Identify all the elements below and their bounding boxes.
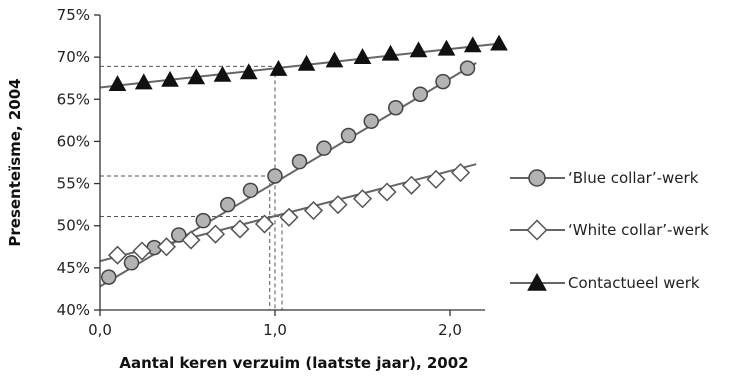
legend-label: Contactueel werk xyxy=(568,274,700,292)
series-2-point xyxy=(156,237,177,257)
series-2-point xyxy=(328,195,348,215)
series-3-point xyxy=(187,68,206,85)
ticks: 40% 45% 50% 55% 60% 65% 70% 75% 0,0 1,0 2,0 xyxy=(57,6,462,339)
series-3-point xyxy=(239,63,258,80)
series-2-point xyxy=(426,169,446,189)
axes xyxy=(99,15,485,311)
legend: ‘Blue collar’-werk ‘White collar’-werk Con… xyxy=(510,169,709,292)
series-1-point xyxy=(242,182,259,199)
series-3-point xyxy=(353,48,372,65)
series-1-point xyxy=(316,140,332,156)
series-1-point xyxy=(412,86,428,102)
series-1-point xyxy=(388,99,404,116)
series-1-point xyxy=(171,227,187,243)
series-1-point xyxy=(123,255,140,271)
series-3-point xyxy=(490,34,508,51)
data-markers xyxy=(101,34,508,285)
legend-label: ‘Blue collar’-werk xyxy=(568,169,699,187)
legend-marker xyxy=(526,219,548,241)
y-tick-label: 40% xyxy=(57,301,90,319)
reference-lines xyxy=(100,65,283,310)
series-2-point xyxy=(181,230,201,250)
series-2-point xyxy=(352,189,373,209)
series-3-point xyxy=(161,70,179,87)
series-1-point xyxy=(363,113,379,129)
series-3-point xyxy=(325,51,344,68)
series-1-point xyxy=(340,127,357,144)
x-tick-label: 0,0 xyxy=(88,321,112,339)
series-3-point xyxy=(213,65,232,82)
series-2-point xyxy=(107,245,128,265)
y-tick-label: 70% xyxy=(57,48,90,66)
y-tick-label: 50% xyxy=(57,217,90,235)
y-axis-title: Presenteïsme, 2004 xyxy=(6,78,24,246)
y-tick-label: 45% xyxy=(57,259,90,277)
series-2-point xyxy=(450,163,471,183)
y-tick-label: 55% xyxy=(57,175,90,193)
series-2-point xyxy=(254,214,275,234)
series-1-point xyxy=(220,196,236,213)
series-3-point xyxy=(381,44,400,61)
y-tick-label: 60% xyxy=(57,132,90,150)
series-2-point xyxy=(303,200,324,221)
series-3-point xyxy=(409,41,428,58)
y-tick-label: 65% xyxy=(57,90,90,108)
legend-marker xyxy=(528,169,546,187)
y-tick-label: 75% xyxy=(57,6,90,24)
series-3-point xyxy=(108,75,127,92)
x-tick-label: 2,0 xyxy=(438,321,462,339)
series-2-point xyxy=(279,207,299,227)
series-1-point xyxy=(267,168,283,184)
series-3-point xyxy=(269,59,288,76)
series-3-point xyxy=(297,54,316,71)
series-3-point xyxy=(463,36,482,53)
x-axis-title: Aantal keren verzuim (laatste jaar), 200… xyxy=(119,354,468,372)
x-tick-label: 1,0 xyxy=(263,321,287,339)
series-3-point xyxy=(437,39,456,56)
series-2-point xyxy=(401,175,422,195)
series-2-point xyxy=(205,224,226,244)
series-1-point xyxy=(101,269,117,285)
series-2-point xyxy=(132,241,152,261)
series-2-point xyxy=(230,219,250,239)
series-1-point xyxy=(291,153,308,170)
series-1-point xyxy=(435,73,451,90)
series-1-point xyxy=(459,60,476,76)
series-3-point xyxy=(134,73,153,90)
series-1-point xyxy=(195,212,211,229)
series-2-point xyxy=(377,182,397,202)
legend-marker xyxy=(527,272,547,291)
legend-label: ‘White collar’-werk xyxy=(568,221,709,239)
